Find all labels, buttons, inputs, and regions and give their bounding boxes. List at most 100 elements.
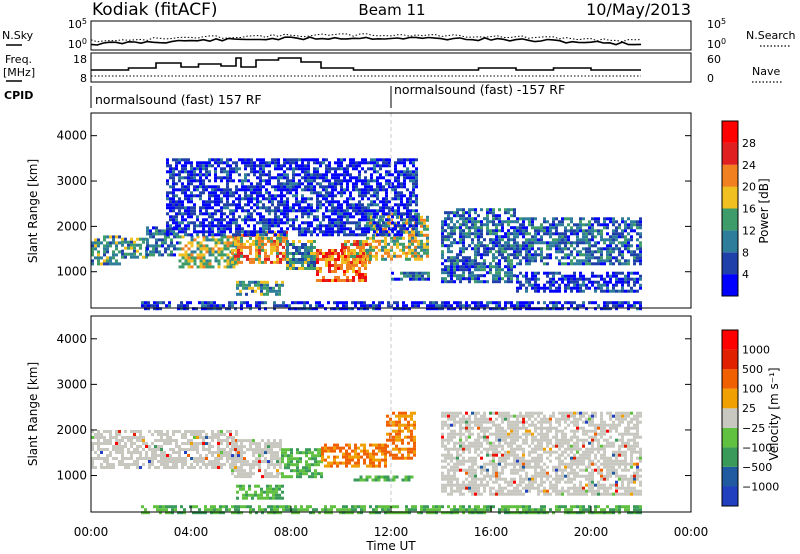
power-cell (537, 271, 540, 275)
power-cell (275, 280, 278, 284)
power-cell (639, 277, 642, 281)
power-cell (202, 244, 206, 248)
power-cell (271, 203, 274, 207)
power-cell (519, 262, 522, 266)
power-cell (178, 197, 181, 201)
power-cell (280, 173, 283, 177)
power-cell (214, 161, 217, 165)
velocity-cell (441, 474, 444, 478)
power-cell (468, 208, 471, 212)
power-cell (474, 211, 477, 215)
power-cell (639, 250, 642, 254)
power-cell (334, 173, 337, 177)
velocity-cell (413, 450, 416, 454)
power-cell (325, 173, 328, 177)
velocity-cell (136, 445, 139, 448)
velocity-cell (193, 466, 196, 469)
power-cell (353, 243, 356, 246)
velocity-cell (314, 448, 317, 452)
velocity-cell (229, 463, 232, 466)
velocity-cell (261, 475, 264, 479)
power-cell (516, 217, 519, 221)
power-cell (525, 250, 528, 254)
power-cell (147, 304, 150, 308)
velocity-cell (145, 445, 148, 448)
power-cell (153, 307, 156, 311)
power-cell (361, 230, 364, 234)
power-cell (600, 307, 603, 311)
power-cell (516, 250, 519, 254)
power-cell (400, 170, 403, 174)
velocity-cell (157, 448, 160, 451)
power-cell (468, 232, 471, 236)
power-cell (201, 304, 204, 308)
power-cell (280, 221, 283, 225)
power-cell (483, 268, 486, 272)
power-cell (510, 268, 513, 272)
power-cell (624, 244, 627, 248)
power-cell (190, 256, 194, 260)
velocity-cell (226, 460, 229, 463)
power-cell (406, 188, 409, 192)
power-cell (528, 280, 531, 284)
power-cell (447, 268, 450, 272)
power-cell (393, 221, 396, 225)
power-cell (474, 256, 477, 260)
power-cell (298, 267, 301, 270)
power-cell (247, 173, 250, 177)
power-cell (322, 158, 325, 162)
power-cell (184, 253, 188, 257)
velocity-cell (229, 448, 232, 451)
power-cell (343, 209, 346, 213)
power-cell (636, 247, 639, 251)
velocity-cell (246, 472, 249, 476)
power-cell (405, 245, 408, 249)
power-cell (196, 173, 199, 177)
power-cell (139, 243, 142, 247)
power-cell (262, 161, 265, 165)
power-cell (133, 252, 136, 256)
power-cell (636, 244, 639, 248)
power-cell (453, 256, 456, 260)
velocity-cell (202, 436, 205, 439)
power-cell (618, 277, 621, 281)
power-cell (367, 218, 370, 222)
power-cell (178, 188, 181, 192)
power-cell (376, 164, 379, 168)
power-cell (621, 229, 624, 233)
power-cell (420, 301, 423, 305)
power-cell (415, 271, 418, 275)
power-cell (459, 280, 462, 284)
power-cell (214, 241, 218, 245)
power-cell (304, 230, 307, 234)
power-cell (349, 179, 352, 183)
velocity-cell (353, 478, 357, 482)
power-cell (205, 265, 209, 269)
power-cell (267, 236, 270, 240)
power-cell (261, 301, 264, 305)
power-cell (630, 286, 633, 290)
power-cell (540, 229, 543, 233)
power-cell (331, 200, 334, 204)
power-cell (462, 208, 465, 212)
power-cell (220, 158, 223, 162)
power-cell (417, 218, 420, 222)
power-cell (235, 161, 238, 165)
velocity-cell (404, 447, 407, 451)
velocity-cell (193, 436, 196, 439)
power-cell (531, 286, 534, 290)
power-cell (489, 232, 492, 236)
power-cell (331, 279, 334, 282)
power-cell (217, 233, 220, 237)
power-cell (412, 188, 415, 192)
velocity-cell (169, 454, 172, 457)
power-cell (477, 247, 480, 251)
power-cell (444, 268, 447, 272)
power-cell (205, 230, 208, 234)
power-cell (309, 304, 312, 308)
velocity-cell (413, 426, 416, 430)
power-cell (522, 229, 525, 233)
power-cell (249, 245, 252, 249)
power-cell (226, 161, 229, 165)
power-cell (270, 236, 273, 240)
